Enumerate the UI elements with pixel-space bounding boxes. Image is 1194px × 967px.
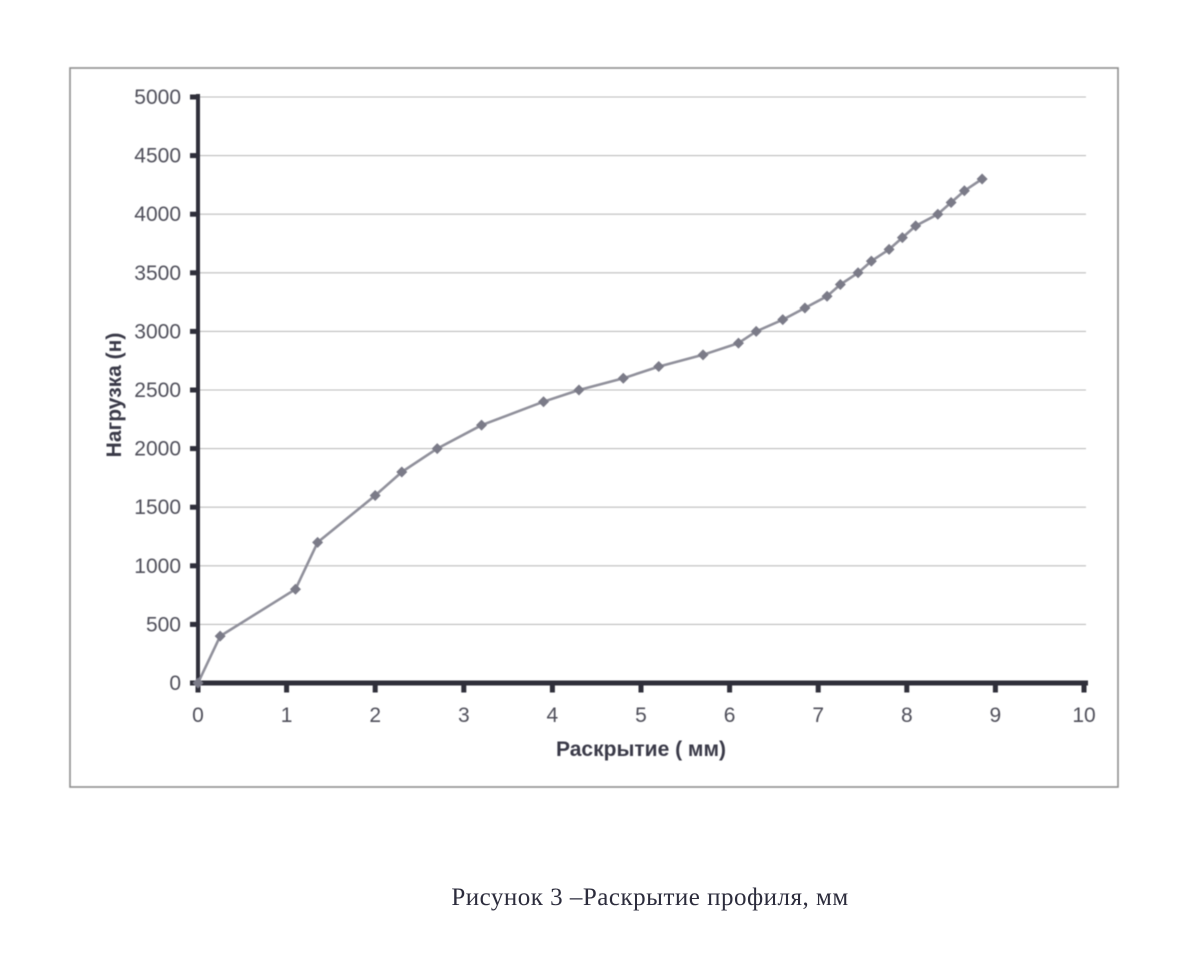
- y-tick-label: 500: [146, 613, 181, 636]
- data-point-marker: [821, 290, 833, 302]
- figure-caption: Рисунок 3 –Раскрытие профиля, мм: [451, 884, 849, 911]
- x-tick-label: 6: [724, 704, 736, 727]
- y-tick-label: 5000: [134, 86, 181, 109]
- y-tick-label: 2000: [134, 438, 181, 461]
- y-tick-label: 4000: [134, 203, 181, 226]
- data-point-marker: [192, 677, 204, 689]
- y-tick-label: 4500: [134, 145, 181, 168]
- y-tick: [190, 153, 198, 159]
- data-point-marker: [883, 243, 895, 255]
- y-tick: [190, 446, 198, 452]
- x-tick: [638, 685, 644, 693]
- data-point-marker: [732, 337, 744, 349]
- data-point-marker: [617, 372, 629, 384]
- data-point-marker: [896, 232, 908, 244]
- y-tick: [190, 504, 198, 510]
- x-tick-label: 5: [635, 704, 647, 727]
- y-tick: [190, 94, 198, 100]
- x-tick: [372, 685, 378, 693]
- x-tick: [992, 685, 998, 693]
- x-tick: [461, 685, 467, 693]
- x-tick-label: 3: [458, 704, 470, 727]
- data-point-marker: [799, 302, 811, 314]
- data-point-marker: [777, 314, 789, 326]
- y-tick: [190, 387, 198, 393]
- y-tick-label: 3000: [134, 320, 181, 343]
- x-tick-label: 8: [901, 704, 913, 727]
- x-tick: [1081, 685, 1087, 693]
- data-point-marker: [910, 220, 922, 232]
- x-tick: [727, 685, 733, 693]
- x-tick-label: 4: [547, 704, 559, 727]
- data-point-marker: [538, 396, 550, 408]
- y-tick: [190, 328, 198, 334]
- data-point-marker: [865, 255, 877, 267]
- data-point-marker: [932, 208, 944, 220]
- data-point-marker: [834, 279, 846, 291]
- x-tick: [284, 685, 290, 693]
- y-tick-label: 1500: [134, 496, 181, 519]
- y-axis-title: Нагрузка (н): [103, 333, 126, 458]
- data-point-marker: [396, 466, 408, 478]
- data-point-marker: [289, 583, 301, 595]
- x-tick-label: 1: [281, 704, 293, 727]
- x-tick: [195, 685, 201, 693]
- x-tick-label: 7: [812, 704, 824, 727]
- y-tick: [190, 621, 198, 627]
- y-tick: [190, 270, 198, 276]
- x-axis-title: Раскрытие ( мм): [556, 738, 726, 761]
- y-tick-label: 3500: [134, 262, 181, 285]
- data-point-marker: [697, 349, 709, 361]
- x-tick-label: 0: [192, 704, 204, 727]
- data-point-marker: [369, 489, 381, 501]
- data-point-marker: [431, 443, 443, 455]
- y-tick: [190, 211, 198, 217]
- y-tick: [190, 563, 198, 569]
- x-tick: [904, 685, 910, 693]
- data-point-marker: [573, 384, 585, 396]
- series-line: [196, 177, 983, 684]
- x-tick: [815, 685, 821, 693]
- data-point-marker: [976, 173, 988, 185]
- data-point-marker: [750, 325, 762, 337]
- y-tick-label: 0: [169, 672, 181, 695]
- data-point-marker: [653, 361, 665, 373]
- data-point-marker: [214, 630, 226, 642]
- x-tick-label: 10: [1072, 704, 1095, 727]
- data-point-marker: [852, 267, 864, 279]
- data-point-marker: [312, 536, 324, 548]
- data-point-marker: [945, 196, 957, 208]
- x-tick-label: 9: [990, 704, 1002, 727]
- x-tick-label: 2: [369, 704, 381, 727]
- y-tick-label: 1000: [134, 555, 181, 578]
- x-tick: [549, 685, 555, 693]
- data-point-marker: [476, 419, 488, 431]
- data-point-marker: [958, 185, 970, 197]
- y-tick-label: 2500: [134, 379, 181, 402]
- chart-frame: [69, 67, 1119, 788]
